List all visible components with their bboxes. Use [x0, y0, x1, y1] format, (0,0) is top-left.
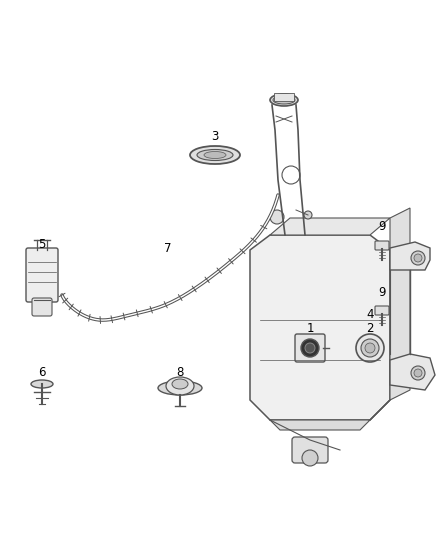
FancyBboxPatch shape — [292, 437, 328, 463]
Polygon shape — [270, 218, 390, 235]
Polygon shape — [390, 242, 430, 270]
Text: 6: 6 — [38, 366, 46, 378]
Ellipse shape — [190, 146, 240, 164]
Circle shape — [411, 366, 425, 380]
Polygon shape — [390, 354, 435, 390]
Text: 3: 3 — [211, 131, 219, 143]
FancyBboxPatch shape — [375, 241, 389, 250]
Circle shape — [302, 450, 318, 466]
Ellipse shape — [158, 381, 202, 395]
Text: 9: 9 — [378, 221, 386, 233]
Text: 9: 9 — [378, 286, 386, 298]
Polygon shape — [270, 400, 390, 430]
Text: 4: 4 — [366, 309, 374, 321]
Bar — [274, 93, 294, 101]
Text: 1: 1 — [306, 321, 314, 335]
Polygon shape — [250, 235, 390, 420]
Circle shape — [305, 343, 315, 353]
Ellipse shape — [365, 343, 375, 353]
FancyBboxPatch shape — [295, 334, 325, 362]
Circle shape — [301, 339, 319, 357]
Text: 2: 2 — [366, 321, 374, 335]
Polygon shape — [390, 208, 410, 400]
Ellipse shape — [31, 380, 53, 388]
Circle shape — [270, 210, 284, 224]
Ellipse shape — [270, 94, 298, 106]
Ellipse shape — [204, 151, 226, 158]
Ellipse shape — [356, 334, 384, 362]
Ellipse shape — [273, 96, 295, 104]
Ellipse shape — [361, 339, 379, 357]
Circle shape — [414, 369, 422, 377]
FancyBboxPatch shape — [26, 248, 58, 302]
Text: 8: 8 — [177, 366, 184, 378]
Ellipse shape — [166, 377, 194, 395]
Circle shape — [304, 211, 312, 219]
Ellipse shape — [172, 379, 188, 389]
FancyBboxPatch shape — [32, 298, 52, 316]
FancyBboxPatch shape — [375, 306, 389, 315]
Circle shape — [414, 254, 422, 262]
Text: 5: 5 — [38, 238, 46, 252]
Circle shape — [411, 251, 425, 265]
Text: 7: 7 — [164, 241, 172, 254]
Ellipse shape — [197, 149, 233, 160]
